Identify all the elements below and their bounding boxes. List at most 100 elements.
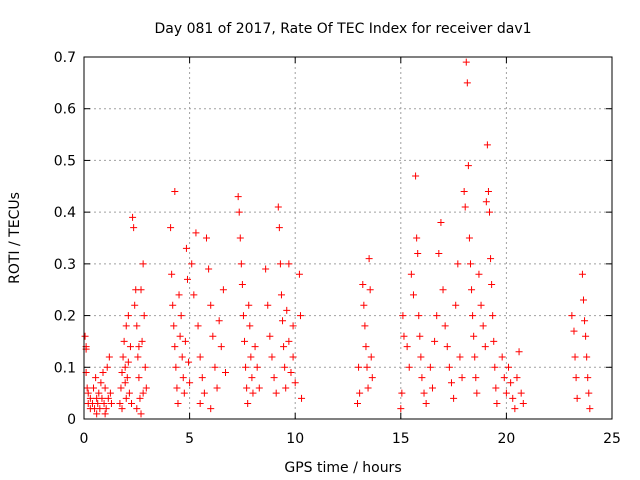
data-point-plus-marker (116, 399, 124, 407)
data-point-plus-marker (209, 332, 217, 340)
data-point-plus-marker (99, 368, 107, 376)
data-point-plus-marker (581, 317, 589, 325)
data-point-plus-marker (133, 405, 141, 413)
data-point-plus-marker (101, 410, 109, 418)
data-point-plus-marker (122, 394, 130, 402)
data-point-plus-marker (405, 363, 413, 371)
data-point-plus-marker (472, 374, 480, 382)
data-point-plus-marker (368, 374, 376, 382)
data-point-plus-marker (171, 187, 179, 195)
data-point-plus-marker (572, 374, 580, 382)
data-point-plus-marker (139, 260, 147, 268)
data-point-plus-marker (473, 389, 481, 397)
data-point-plus-marker (131, 301, 139, 309)
data-point-plus-marker (98, 394, 106, 402)
data-point-plus-marker (181, 337, 189, 345)
data-point-plus-marker (118, 405, 126, 413)
data-point-plus-marker (291, 379, 299, 387)
data-point-plus-marker (172, 363, 180, 371)
data-point-plus-marker (120, 337, 128, 345)
data-point-plus-marker (178, 353, 186, 361)
data-point-plus-marker (578, 270, 586, 278)
data-point-plus-marker (399, 312, 407, 320)
data-point-plus-marker (253, 363, 261, 371)
data-point-plus-marker (431, 337, 439, 345)
data-point-plus-marker (428, 384, 436, 392)
data-point-plus-marker (186, 379, 194, 387)
data-point-plus-marker (124, 358, 132, 366)
data-point-plus-marker (489, 312, 497, 320)
data-point-plus-marker (136, 394, 144, 402)
data-point-plus-marker (490, 337, 498, 345)
data-point-plus-marker (403, 343, 411, 351)
data-point-plus-marker (356, 389, 364, 397)
data-point-plus-marker (416, 332, 424, 340)
data-point-plus-marker (97, 379, 105, 387)
data-point-plus-marker (121, 363, 129, 371)
data-point-plus-marker (179, 374, 187, 382)
data-point-plus-marker (367, 353, 375, 361)
data-point-plus-marker (570, 327, 578, 335)
data-point-plus-marker (282, 384, 290, 392)
data-point-plus-marker (142, 384, 150, 392)
data-point-plus-marker (128, 399, 136, 407)
y-tick-label: 0.3 (54, 257, 76, 273)
data-point-plus-marker (452, 301, 460, 309)
data-point-plus-marker (194, 322, 202, 330)
data-point-plus-marker (173, 384, 181, 392)
y-tick-label: 0.2 (54, 309, 76, 325)
data-point-plus-marker (509, 394, 517, 402)
data-point-plus-marker (498, 353, 506, 361)
data-point-plus-marker (486, 208, 494, 216)
data-point-plus-marker (274, 203, 282, 211)
data-point-plus-marker (280, 343, 288, 351)
data-point-plus-marker (491, 363, 499, 371)
data-point-plus-marker (279, 317, 287, 325)
data-point-plus-marker (244, 399, 252, 407)
chart-title: Day 081 of 2017, Rate Of TEC Index for r… (154, 21, 531, 37)
data-point-plus-marker (296, 312, 304, 320)
data-points (81, 58, 594, 418)
data-point-plus-marker (418, 374, 426, 382)
y-tick-label: 0 (67, 412, 76, 428)
data-point-plus-marker (137, 410, 145, 418)
data-point-plus-marker (205, 265, 213, 273)
data-point-plus-marker (398, 389, 406, 397)
data-point-plus-marker (412, 172, 420, 180)
data-point-plus-marker (289, 322, 297, 330)
data-point-plus-marker (105, 353, 113, 361)
data-point-plus-marker (445, 363, 453, 371)
data-point-plus-marker (443, 343, 451, 351)
data-point-plus-marker (493, 399, 501, 407)
data-point-plus-marker (93, 410, 101, 418)
data-point-plus-marker (469, 312, 477, 320)
data-point-plus-marker (571, 353, 579, 361)
data-point-plus-marker (492, 384, 500, 392)
data-point-plus-marker (365, 255, 373, 263)
data-point-plus-marker (92, 374, 100, 382)
data-point-plus-marker (362, 343, 370, 351)
x-axis-label: GPS time / hours (284, 460, 401, 476)
data-point-plus-marker (409, 291, 417, 299)
data-point-plus-marker (102, 405, 110, 413)
data-point-plus-marker (251, 343, 259, 351)
data-point-plus-marker (239, 312, 247, 320)
data-point-plus-marker (354, 399, 362, 407)
data-point-plus-marker (359, 281, 367, 289)
data-point-plus-marker (83, 384, 91, 392)
data-point-plus-marker (272, 389, 280, 397)
data-point-plus-marker (129, 213, 137, 221)
data-point-plus-marker (124, 312, 132, 320)
data-point-plus-marker (464, 162, 472, 170)
data-point-plus-marker (285, 337, 293, 345)
data-point-plus-marker (135, 374, 143, 382)
data-point-plus-marker (81, 332, 89, 340)
data-point-plus-marker (130, 224, 138, 232)
data-point-plus-marker (441, 322, 449, 330)
data-point-plus-marker (175, 291, 183, 299)
data-point-plus-marker (517, 389, 525, 397)
data-point-plus-marker (439, 286, 447, 294)
data-point-plus-marker (247, 353, 255, 361)
data-point-plus-marker (584, 374, 592, 382)
data-point-plus-marker (481, 343, 489, 351)
